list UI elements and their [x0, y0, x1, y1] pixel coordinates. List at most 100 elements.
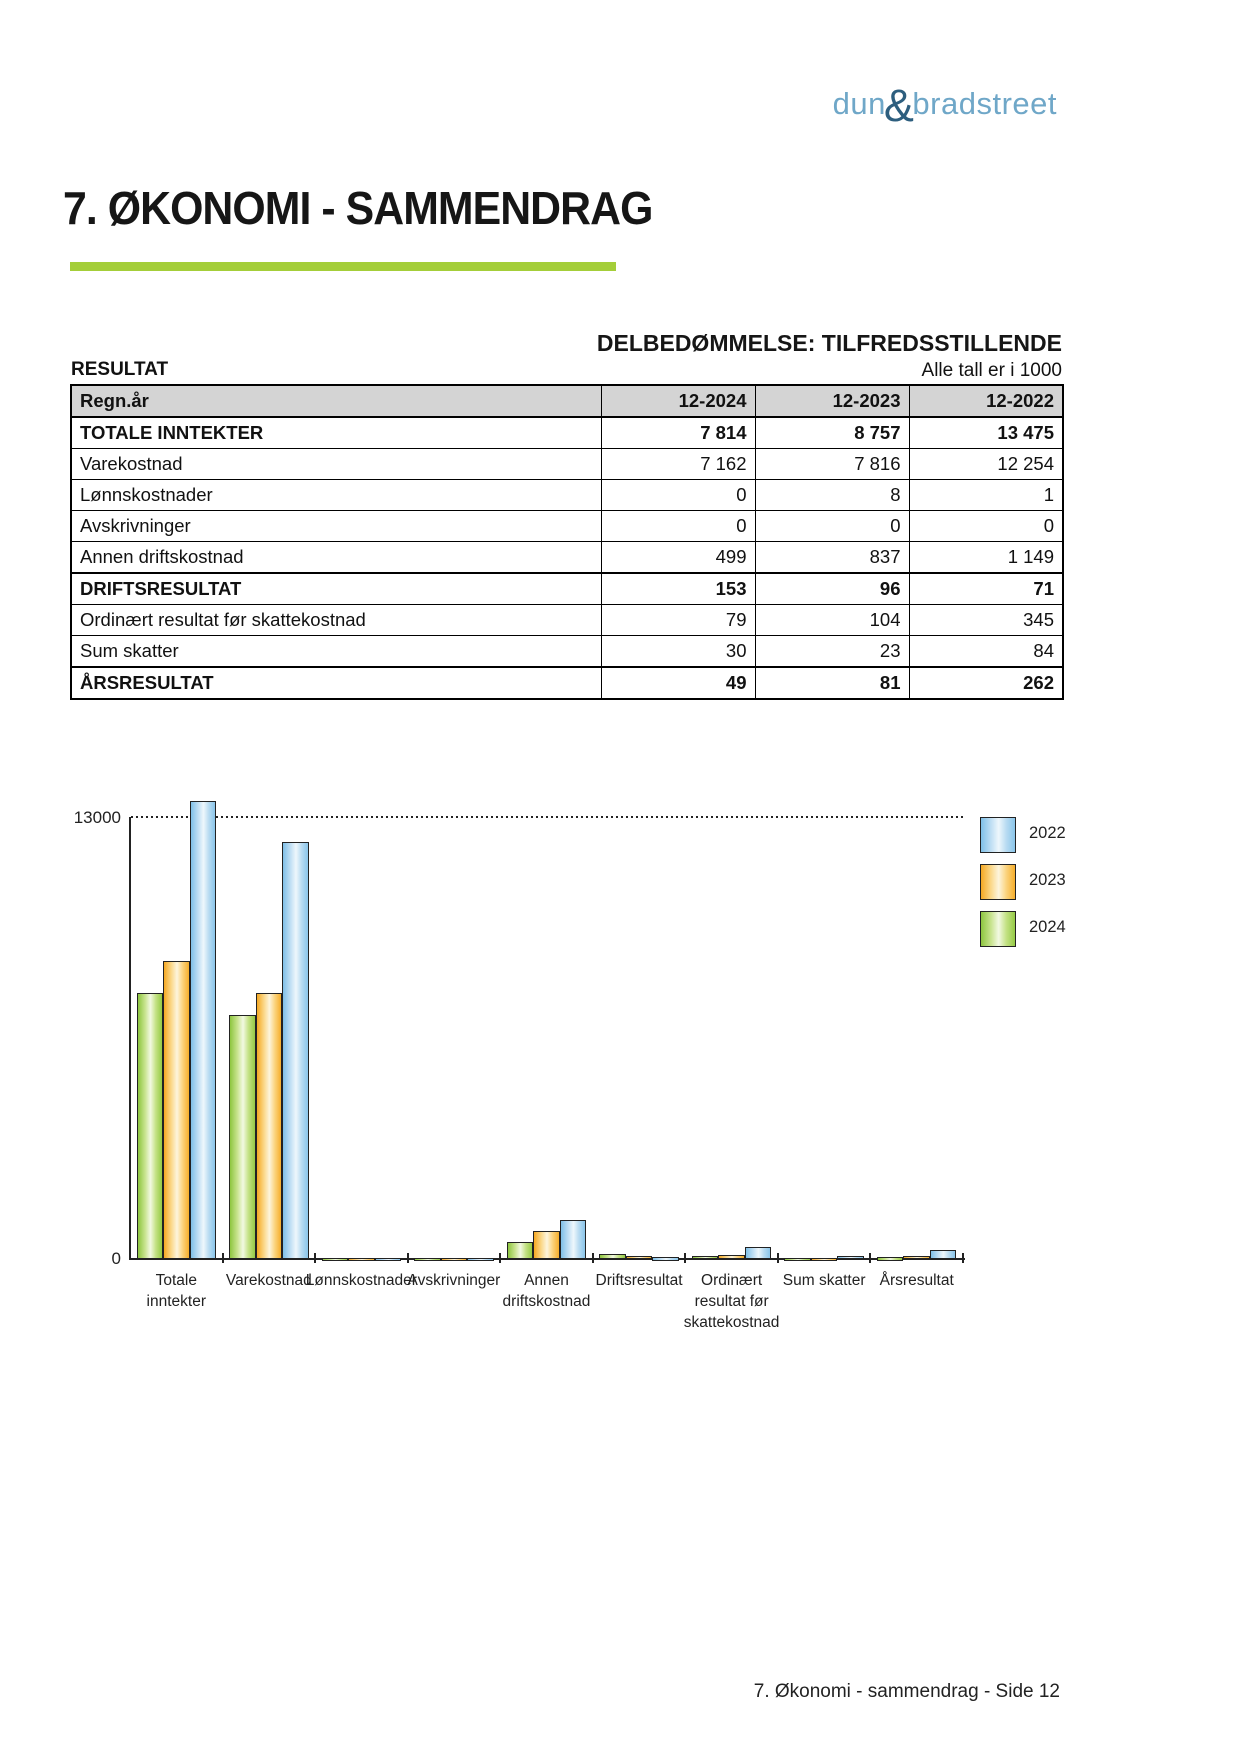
bar-2024-annen-driftskostnad: [506, 1242, 534, 1259]
x-axis-tick: [499, 1253, 502, 1263]
x-axis-tick: [776, 1253, 779, 1263]
row-value: 49: [600, 666, 756, 700]
row-label: DRIFTSRESULTAT: [70, 572, 602, 605]
bar-2024-driftsresultat: [599, 1254, 626, 1259]
y-tick-label-0: 0: [111, 1249, 121, 1268]
table-row: Ordinært resultat før skattekostnad 79 104…: [70, 604, 1064, 636]
category-label: Avskrivninger: [407, 1272, 501, 1289]
row-label: Varekostnad: [70, 448, 602, 480]
row-value: 8 757: [754, 416, 910, 449]
bar-2023-sum-skatter: [810, 1258, 838, 1261]
bar-2024-årsresultat: [876, 1257, 904, 1261]
section-label-resultat: RESULTAT: [71, 359, 169, 380]
row-value: 30: [600, 635, 756, 668]
category-label: Sum skatter: [782, 1272, 866, 1289]
logo-text-bradstreet: bradstreet: [912, 86, 1057, 121]
ampersand-icon: &: [883, 80, 915, 131]
page-title: 7. ØKONOMI - SAMMENDRAG: [63, 182, 653, 234]
x-axis-tick: [869, 1253, 872, 1263]
table-header-row: Regn.år 12-2024 12-2023 12-2022: [70, 384, 1064, 418]
legend-label-2022: 2022: [1029, 824, 1066, 842]
category-label: Annen driftskostnad: [502, 1272, 591, 1310]
row-value: 12 254: [908, 448, 1064, 480]
category-label: Driftsresultat: [595, 1272, 683, 1289]
row-value: 84: [908, 635, 1064, 668]
bar-2024-ordinært-resultat-før-skattekostnad: [691, 1256, 719, 1259]
column-header-regn-r: Regn.år: [70, 384, 602, 418]
bar-2023-lønnskostnader: [348, 1258, 375, 1261]
row-value: 499: [600, 541, 756, 574]
row-value: 0: [908, 510, 1064, 542]
dun-bradstreet-logo: dun&bradstreet: [833, 80, 1057, 132]
x-axis: [129, 1258, 965, 1260]
legend-swatch-2024: [980, 911, 1016, 947]
bar-2023-annen-driftskostnad: [533, 1231, 560, 1259]
legend-swatch-2023: [980, 864, 1016, 900]
row-value: 7 814: [600, 416, 756, 449]
bar-2022-ordinært-resultat-før-skattekostnad: [744, 1247, 772, 1259]
row-value: 1 149: [908, 541, 1064, 574]
legend-label-2023: 2023: [1029, 871, 1066, 889]
row-value: 0: [754, 510, 910, 542]
row-value: 81: [754, 666, 910, 700]
table-row: DRIFTSRESULTAT 153 96 71: [70, 572, 1064, 605]
row-label: Avskrivninger: [70, 510, 602, 542]
result-table: Regn.år 12-2024 12-2023 12-2022 TOTALE INNT…: [70, 384, 1064, 700]
row-value: 8: [754, 479, 910, 511]
gridline-13000: [131, 816, 963, 818]
table-row: ÅRSRESULTAT 49 81 262: [70, 666, 1064, 700]
category-label: Varekostnad: [225, 1272, 312, 1289]
bar-2022-avskrivninger: [467, 1258, 494, 1261]
bar-2024-avskrivninger: [414, 1258, 441, 1261]
category-label: Årsresultat: [879, 1272, 954, 1289]
table-row: Annen driftskostnad 499 837 1 149: [70, 541, 1064, 574]
row-value: 7 162: [600, 448, 756, 480]
bar-2022-varekostnad: [282, 842, 309, 1259]
row-label: Sum skatter: [70, 635, 602, 668]
bar-2022-sum-skatter: [837, 1256, 864, 1259]
y-tick-label-13000: 13000: [73, 808, 121, 827]
table-row: Avskrivninger 0 0 0: [70, 510, 1064, 542]
column-header-12-2023: 12-2023: [754, 384, 910, 418]
bar-2023-ordinært-resultat-før-skattekostnad: [718, 1255, 745, 1259]
row-value: 13 475: [908, 416, 1064, 449]
logo-text-dun: dun: [832, 86, 886, 121]
row-value: 262: [908, 666, 1064, 700]
row-label: Lønnskostnader: [70, 479, 602, 511]
table-row: Lønnskostnader 0 8 1: [70, 479, 1064, 511]
bar-2022-totale-inntekter: [189, 801, 217, 1259]
bar-2023-totale-inntekter: [163, 961, 190, 1259]
y-axis: [129, 817, 131, 1259]
bar-2023-varekostnad: [255, 993, 283, 1259]
row-label: Annen driftskostnad: [70, 541, 602, 574]
bar-2022-årsresultat: [929, 1250, 957, 1259]
row-value: 0: [600, 479, 756, 511]
row-value: 71: [908, 572, 1064, 605]
bar-2024-totale-inntekter: [136, 993, 164, 1259]
category-label: Totale inntekter: [146, 1272, 206, 1310]
page-footer: 7. Økonomi - sammendrag - Side 12: [753, 1681, 1060, 1702]
bar-2022-driftsresultat: [652, 1257, 679, 1261]
row-label: Ordinært resultat før skattekostnad: [70, 604, 602, 636]
bar-2023-driftsresultat: [625, 1256, 653, 1259]
row-label: ÅRSRESULTAT: [70, 666, 602, 700]
row-value: 7 816: [754, 448, 910, 480]
bar-2024-varekostnad: [229, 1015, 256, 1259]
row-value: 0: [600, 510, 756, 542]
row-value: 837: [754, 541, 910, 574]
x-axis-tick: [962, 1253, 964, 1263]
units-note: Alle tall er i 1000: [921, 360, 1062, 381]
row-value: 96: [754, 572, 910, 605]
table-row: Varekostnad 7 162 7 816 12 254: [70, 448, 1064, 480]
table-row: TOTALE INNTEKTER 7 814 8 757 13 475: [70, 416, 1064, 449]
category-label: Ordinært resultat før skattekostnad: [683, 1272, 780, 1331]
x-axis-tick: [406, 1253, 409, 1263]
category-label: Lønnskostnader: [305, 1272, 417, 1289]
bar-2022-lønnskostnader: [374, 1258, 402, 1261]
x-axis-tick: [221, 1253, 224, 1263]
bar-2022-annen-driftskostnad: [559, 1220, 587, 1259]
bar-2024-lønnskostnader: [321, 1258, 349, 1261]
row-value: 104: [754, 604, 910, 636]
column-header-12-2022: 12-2022: [908, 384, 1064, 418]
